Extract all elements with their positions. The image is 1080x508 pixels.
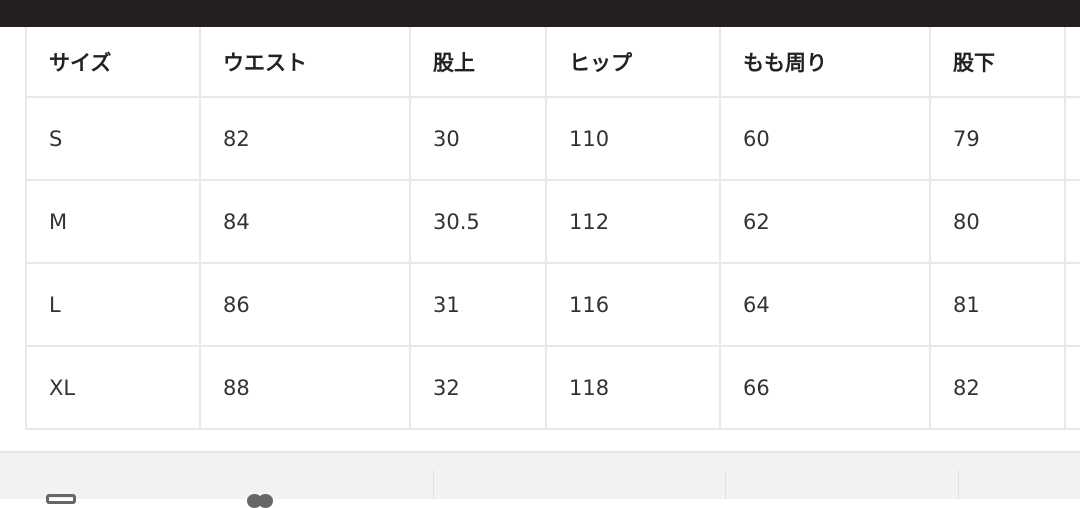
heart-icon[interactable] <box>247 494 277 508</box>
cell: 62 <box>719 179 931 264</box>
cell: 84 <box>199 179 411 264</box>
header-rise: 股上 <box>409 27 547 98</box>
header-size: サイズ <box>25 27 201 98</box>
header-overflow <box>1064 27 1080 98</box>
table-header-row: サイズ ウエスト 股上 ヒップ もも周り 股下 <box>25 27 1080 98</box>
cell: 116 <box>545 262 721 347</box>
cell: 86 <box>199 262 411 347</box>
cell: 60 <box>719 96 931 181</box>
cell: 79 <box>929 96 1066 181</box>
cell: XL <box>25 345 201 430</box>
header-waist: ウエスト <box>199 27 411 98</box>
cell <box>1064 262 1080 347</box>
cell: 82 <box>929 345 1066 430</box>
table-row: XL 88 32 118 66 82 <box>25 345 1080 430</box>
divider <box>958 470 959 499</box>
divider <box>725 470 726 499</box>
divider <box>433 470 434 499</box>
cell: L <box>25 262 201 347</box>
cell: 88 <box>199 345 411 430</box>
header-inseam: 股下 <box>929 27 1066 98</box>
table-row: S 82 30 110 60 79 <box>25 96 1080 181</box>
bottom-toolbar <box>0 451 1080 499</box>
header-thigh: もも周り <box>719 27 931 98</box>
cell: 64 <box>719 262 931 347</box>
cell: 66 <box>719 345 931 430</box>
top-bar <box>0 0 1080 27</box>
cell: 81 <box>929 262 1066 347</box>
list-icon[interactable] <box>46 494 76 504</box>
cell: 30 <box>409 96 547 181</box>
header-hip: ヒップ <box>545 27 721 98</box>
cell: M <box>25 179 201 264</box>
cell: 30.5 <box>409 179 547 264</box>
cell <box>1064 345 1080 430</box>
cell: 31 <box>409 262 547 347</box>
cell: 82 <box>199 96 411 181</box>
table-row: M 84 30.5 112 62 80 <box>25 179 1080 264</box>
table-row: L 86 31 116 64 81 <box>25 262 1080 347</box>
cell <box>1064 96 1080 181</box>
cell: 110 <box>545 96 721 181</box>
cell: 112 <box>545 179 721 264</box>
cell: 118 <box>545 345 721 430</box>
cell <box>1064 179 1080 264</box>
cell: 80 <box>929 179 1066 264</box>
cell: 32 <box>409 345 547 430</box>
size-table: サイズ ウエスト 股上 ヒップ もも周り 股下 S 82 30 110 60 79 M 84… <box>25 27 1080 430</box>
cell: S <box>25 96 201 181</box>
